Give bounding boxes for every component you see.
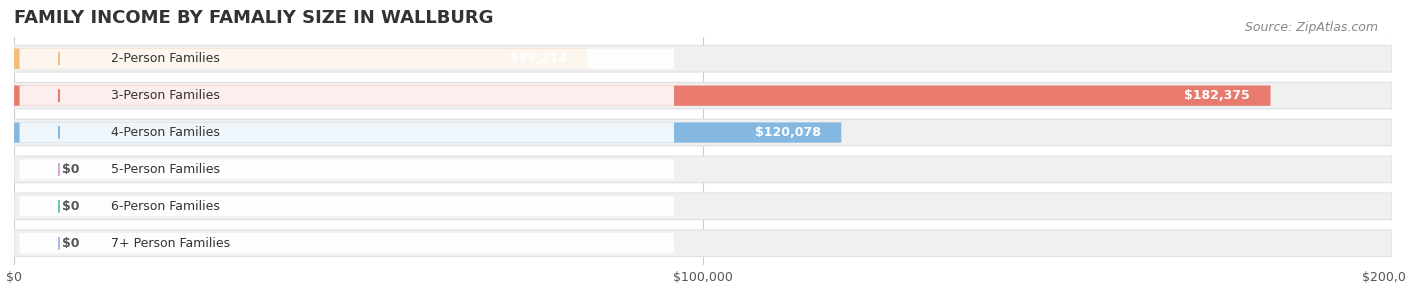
Text: $182,375: $182,375 <box>1184 89 1250 102</box>
FancyBboxPatch shape <box>14 82 1392 109</box>
Text: 6-Person Families: 6-Person Families <box>111 200 219 213</box>
Text: 7+ Person Families: 7+ Person Families <box>111 237 229 250</box>
FancyBboxPatch shape <box>14 156 1392 183</box>
Text: Source: ZipAtlas.com: Source: ZipAtlas.com <box>1244 21 1378 34</box>
Text: 4-Person Families: 4-Person Families <box>111 126 219 139</box>
FancyBboxPatch shape <box>14 48 588 69</box>
Text: 2-Person Families: 2-Person Families <box>111 52 219 65</box>
FancyBboxPatch shape <box>14 45 1392 72</box>
Text: $0: $0 <box>62 163 80 176</box>
FancyBboxPatch shape <box>20 196 673 217</box>
FancyBboxPatch shape <box>14 119 1392 146</box>
FancyBboxPatch shape <box>14 230 1392 257</box>
Text: $0: $0 <box>62 237 80 250</box>
FancyBboxPatch shape <box>14 193 1392 220</box>
FancyBboxPatch shape <box>14 85 1271 106</box>
FancyBboxPatch shape <box>20 48 673 69</box>
Text: $83,214: $83,214 <box>510 52 567 65</box>
FancyBboxPatch shape <box>14 122 841 143</box>
FancyBboxPatch shape <box>20 233 673 253</box>
FancyBboxPatch shape <box>20 159 673 180</box>
Text: FAMILY INCOME BY FAMALIY SIZE IN WALLBURG: FAMILY INCOME BY FAMALIY SIZE IN WALLBUR… <box>14 9 494 27</box>
Text: 3-Person Families: 3-Person Families <box>111 89 219 102</box>
FancyBboxPatch shape <box>20 85 673 106</box>
Text: $0: $0 <box>62 200 80 213</box>
Text: $120,078: $120,078 <box>755 126 821 139</box>
Text: 5-Person Families: 5-Person Families <box>111 163 219 176</box>
FancyBboxPatch shape <box>20 122 673 143</box>
